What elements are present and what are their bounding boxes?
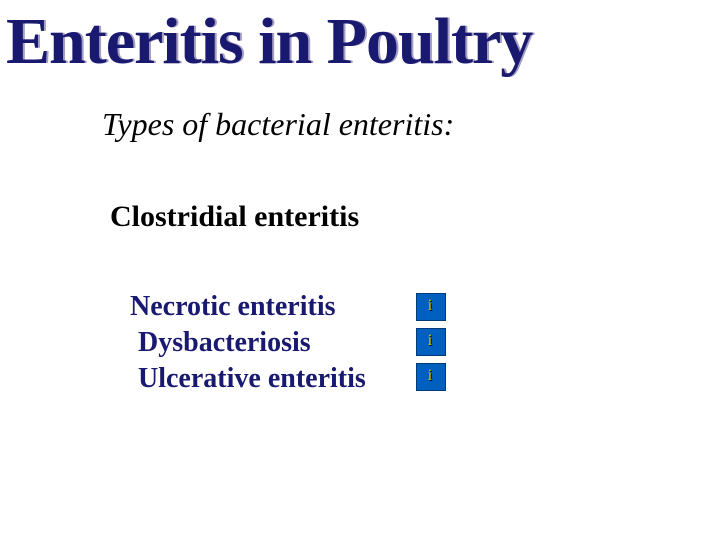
info-glyph: i i xyxy=(429,368,433,386)
list-item: Ulcerative enteritis xyxy=(138,362,366,396)
items-list: Necrotic enteritis Dysbacteriosis Ulcera… xyxy=(130,290,366,398)
info-icon[interactable]: i i xyxy=(416,328,446,356)
slide-title: Enteritis in Poultry Enteritis in Poultr… xyxy=(8,4,534,80)
list-item: Necrotic enteritis xyxy=(130,290,366,324)
section-header: Clostridial enteritis xyxy=(110,200,359,234)
title-main: Enteritis in Poultry xyxy=(6,4,532,80)
info-glyph: i i xyxy=(429,298,433,316)
info-glyph: i i xyxy=(429,333,433,351)
info-icon[interactable]: i i xyxy=(416,293,446,321)
item-label: Necrotic enteritis xyxy=(130,291,336,323)
slide-subtitle: Types of bacterial enteritis: xyxy=(102,106,454,143)
item-label: Dysbacteriosis xyxy=(138,327,311,359)
info-icon-column: i i i i i i xyxy=(416,293,446,398)
list-item: Dysbacteriosis xyxy=(138,326,366,360)
item-label: Ulcerative enteritis xyxy=(138,363,366,395)
info-icon[interactable]: i i xyxy=(416,363,446,391)
